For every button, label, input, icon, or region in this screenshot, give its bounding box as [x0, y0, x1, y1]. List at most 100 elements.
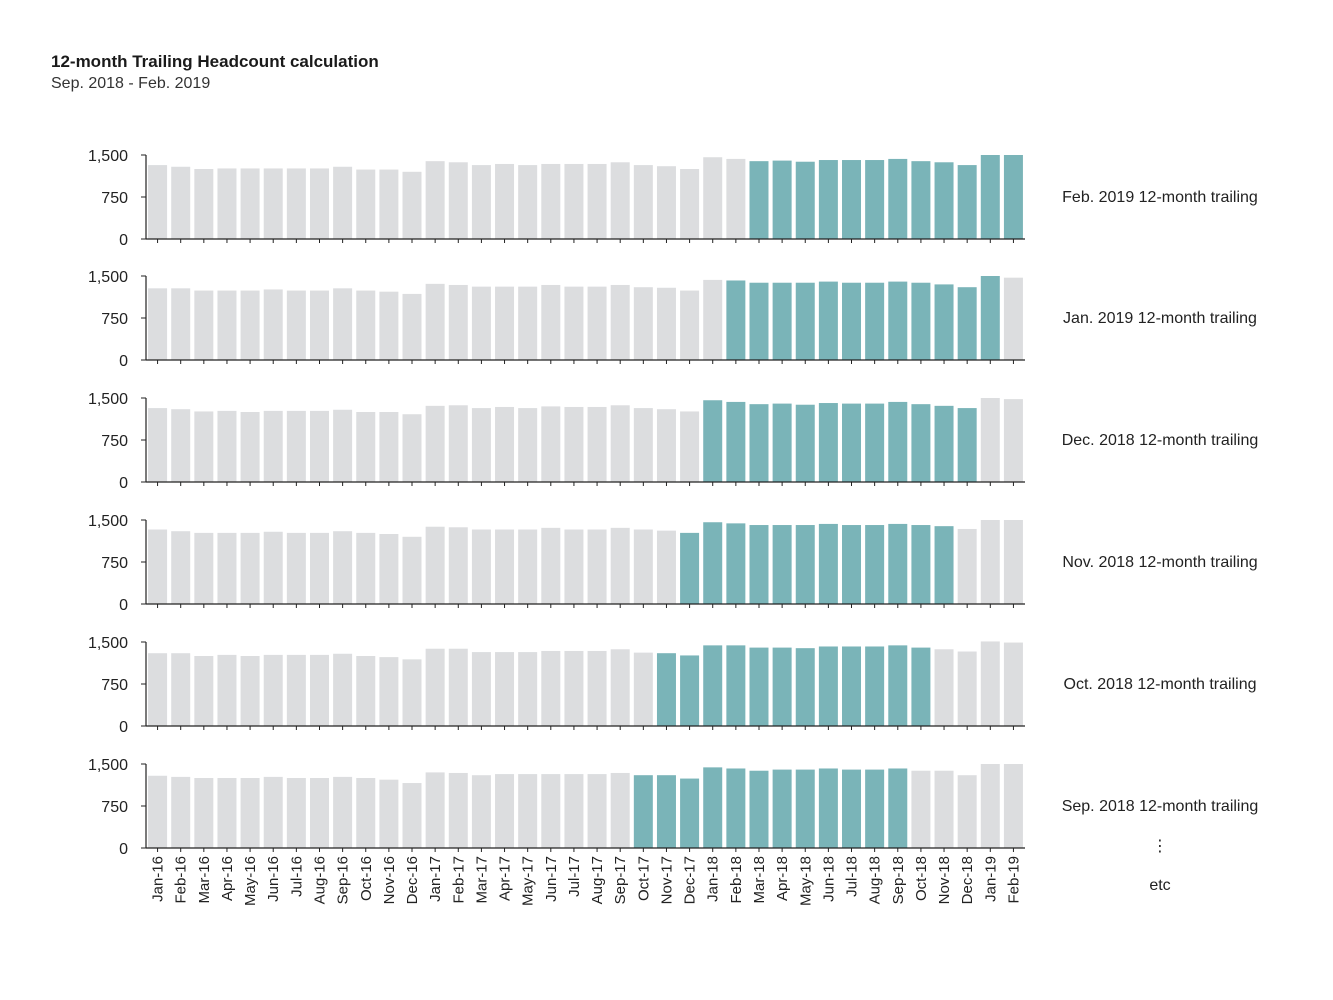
x-tick-label: Sep-18	[890, 856, 907, 904]
bar-nov-17	[656, 653, 676, 726]
bar-sep-17	[610, 772, 630, 848]
bar-apr-18	[772, 525, 792, 604]
x-tick-label: Jul-17	[566, 856, 583, 897]
bar-may-18	[795, 161, 815, 239]
bar-feb-19	[1003, 764, 1023, 848]
y-tick-label: 750	[101, 433, 128, 450]
bar-aug-18	[865, 160, 885, 239]
bar-may-16	[240, 168, 260, 239]
bar-oct-16	[356, 532, 376, 604]
x-tick-label: Nov-17	[658, 856, 675, 904]
panel-4: 0 750 1,500 Nov. 2018 12-month trailing	[88, 513, 1258, 614]
bar-dec-18	[957, 651, 977, 726]
bar-aug-16	[309, 168, 329, 239]
bar-mar-17	[471, 775, 491, 848]
bar-mar-18	[749, 770, 769, 848]
bar-apr-16	[217, 654, 237, 726]
bar-jan-19	[980, 276, 1000, 360]
bar-aug-16	[309, 290, 329, 360]
panel-5: 0 750 1,500 Oct. 2018 12-month trailing	[88, 635, 1257, 736]
y-tick-label: 0	[119, 719, 128, 736]
y-tick-label: 0	[119, 232, 128, 249]
bar-jun-18	[818, 646, 838, 726]
y-tick-label: 750	[101, 799, 128, 816]
bar-jan-19	[980, 641, 1000, 726]
bar-feb-19	[1003, 399, 1023, 482]
bar-apr-18	[772, 647, 792, 726]
bar-jul-17	[564, 774, 584, 848]
bar-sep-17	[610, 162, 630, 239]
bar-jun-17	[541, 650, 561, 726]
panel-label: Nov. 2018 12-month trailing	[1062, 554, 1257, 571]
bar-dec-16	[402, 293, 422, 360]
bar-jun-17	[541, 284, 561, 360]
bar-jun-17	[541, 774, 561, 848]
y-tick-label: 750	[101, 190, 128, 207]
bar-feb-16	[171, 288, 191, 360]
bar-mar-17	[471, 286, 491, 360]
bar-jul-16	[286, 410, 306, 482]
bar-may-17	[518, 529, 538, 604]
bar-nov-17	[656, 530, 676, 604]
y-tick-label: 0	[119, 475, 128, 492]
bar-aug-16	[309, 410, 329, 482]
bar-jan-19	[980, 520, 1000, 604]
panel-6: 0 750 1,500 Sep. 2018 12-month trailing	[88, 757, 1258, 858]
bar-sep-16	[333, 166, 353, 239]
y-tick-label: 0	[119, 841, 128, 858]
bar-jun-18	[818, 160, 838, 239]
bar-nov-17	[656, 775, 676, 848]
bar-mar-16	[194, 169, 214, 239]
bar-may-16	[240, 532, 260, 604]
bar-jan-17	[425, 648, 445, 726]
bar-may-18	[795, 282, 815, 360]
bar-dec-16	[402, 171, 422, 239]
x-tick-label: Mar-16	[196, 856, 213, 904]
bar-sep-18	[888, 401, 908, 482]
bar-aug-16	[309, 778, 329, 848]
bar-feb-16	[171, 653, 191, 726]
bar-mar-16	[194, 290, 214, 360]
x-tick-label: Sep-16	[335, 856, 352, 904]
bar-feb-19	[1003, 520, 1023, 604]
bar-dec-16	[402, 536, 422, 604]
bar-nov-16	[379, 657, 399, 726]
bar-oct-18	[911, 282, 931, 360]
bar-may-17	[518, 774, 538, 848]
x-tick-label: Feb-18	[728, 856, 745, 904]
bar-sep-16	[333, 531, 353, 604]
x-tick-label: Jun-17	[543, 856, 560, 902]
bar-feb-17	[448, 772, 468, 848]
bar-aug-18	[865, 282, 885, 360]
bar-jun-18	[818, 403, 838, 482]
panel-label: Dec. 2018 12-month trailing	[1062, 432, 1259, 449]
bar-dec-18	[957, 165, 977, 239]
bar-dec-16	[402, 659, 422, 726]
bar-sep-17	[610, 527, 630, 604]
bar-jun-16	[263, 776, 283, 848]
bar-dec-17	[680, 778, 700, 848]
bar-mar-17	[471, 165, 491, 239]
x-tick-label: Nov-18	[936, 856, 953, 904]
bar-sep-18	[888, 768, 908, 848]
bar-jan-17	[425, 405, 445, 482]
bar-nov-16	[379, 534, 399, 604]
bar-jul-16	[286, 654, 306, 726]
bar-jan-16	[148, 165, 168, 239]
bar-apr-17	[495, 406, 515, 482]
bar-jul-18	[842, 769, 862, 848]
y-tick-label: 750	[101, 311, 128, 328]
bar-jun-16	[263, 654, 283, 726]
bar-jan-18	[703, 157, 723, 239]
bar-feb-19	[1003, 642, 1023, 726]
bar-feb-16	[171, 531, 191, 604]
panel-label: Feb. 2019 12-month trailing	[1062, 189, 1258, 206]
bar-dec-17	[680, 532, 700, 604]
bar-sep-18	[888, 523, 908, 604]
bar-jan-17	[425, 161, 445, 239]
x-tick-label: Dec-17	[682, 856, 699, 904]
bar-feb-19	[1003, 277, 1023, 360]
bar-mar-16	[194, 778, 214, 848]
bar-dec-18	[957, 408, 977, 482]
